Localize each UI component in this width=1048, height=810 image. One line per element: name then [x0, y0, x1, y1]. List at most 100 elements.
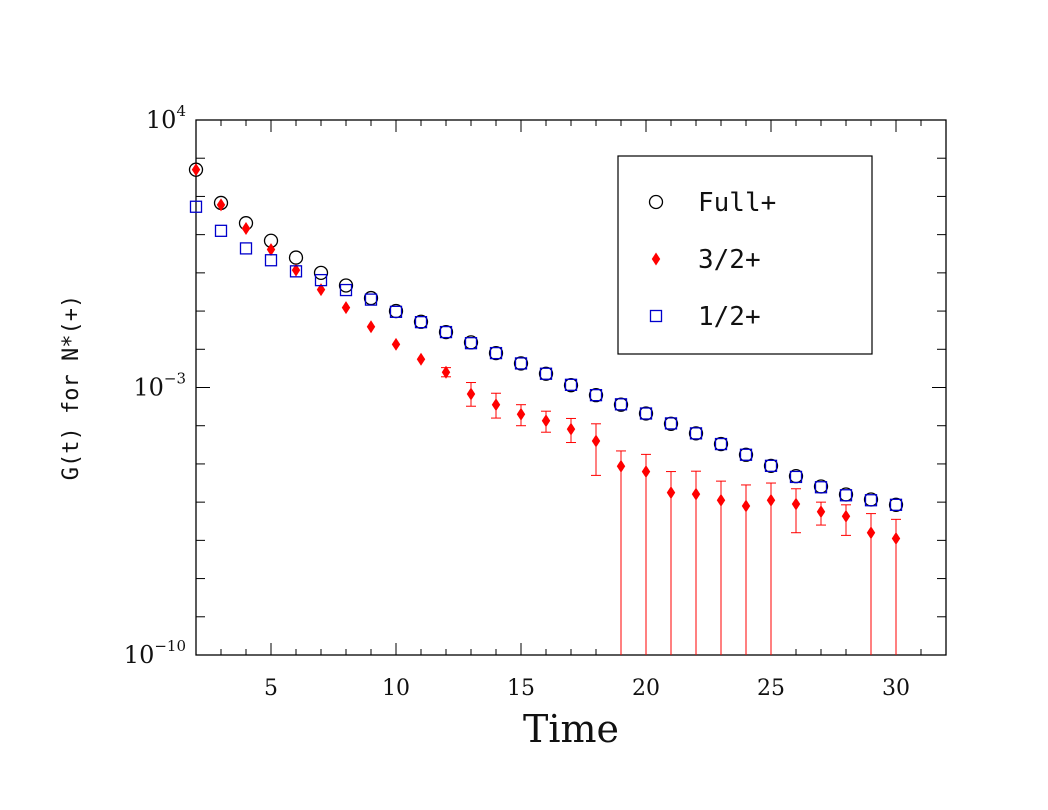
x-tick-label: 10: [382, 676, 410, 701]
y-tick-label-base: 10: [146, 106, 177, 134]
data-point: [766, 493, 776, 507]
y-tick-label-exponent: −10: [154, 637, 186, 655]
data-point: [414, 316, 428, 329]
data-point: [264, 254, 278, 267]
data-point: [764, 459, 778, 472]
data-point: [289, 265, 303, 278]
y-tick-label-exponent: 4: [176, 102, 186, 120]
data-point: [889, 498, 903, 511]
data-point: [464, 337, 478, 350]
data-point: [891, 531, 901, 545]
data-point: [888, 497, 904, 512]
data-point: [738, 447, 754, 462]
data-point: [814, 481, 828, 494]
y-axis-label: G(t) for N*(+): [59, 295, 84, 480]
data-point: [538, 366, 554, 381]
legend-entry-label: Full+: [698, 188, 776, 218]
data-point: [591, 434, 601, 448]
data-point: [466, 387, 476, 401]
data-point: [489, 346, 503, 360]
data-point: [416, 352, 426, 366]
data-point: [689, 427, 703, 440]
data-point: [439, 325, 453, 339]
data-point: [391, 337, 401, 351]
data-point: [841, 509, 851, 523]
data-point: [714, 437, 728, 451]
data-point: [589, 388, 603, 402]
data-point: [291, 263, 301, 277]
data-point: [716, 493, 726, 507]
data-point: [191, 163, 201, 177]
data-point: [666, 486, 676, 500]
data-point: [364, 293, 378, 306]
data-point: [816, 505, 826, 519]
data-point: [441, 365, 451, 379]
data-point: [639, 407, 653, 420]
x-tick-label: 30: [882, 676, 910, 701]
data-point: [241, 222, 251, 236]
data-point: [614, 398, 628, 411]
x-tick-label: 15: [507, 676, 535, 701]
data-point: [789, 470, 803, 484]
legend-entry-label: 3/2+: [698, 245, 761, 275]
data-point: [341, 301, 351, 315]
data-point: [588, 387, 604, 403]
data-point: [864, 494, 878, 507]
series-1-2-: [189, 200, 903, 511]
data-point: [339, 283, 353, 297]
data-point: [313, 265, 329, 281]
data-point: [564, 378, 578, 391]
data-point: [664, 417, 678, 430]
data-point: [239, 242, 253, 255]
y-tick-label: 10−10: [124, 637, 186, 669]
legend-entry-label: 1/2+: [698, 302, 761, 332]
data-point: [314, 273, 328, 287]
y-tick-label-base: 10: [124, 641, 155, 669]
x-tick-label: 20: [632, 676, 660, 701]
data-point: [688, 426, 704, 441]
data-point: [541, 414, 551, 428]
legend-marker: [651, 252, 661, 266]
data-point: [216, 198, 226, 212]
data-point: [763, 458, 779, 473]
y-tick-label: 104: [146, 102, 186, 134]
data-point: [189, 200, 203, 213]
data-point: [739, 448, 753, 461]
data-point: [713, 436, 729, 452]
series-3-2-: [191, 163, 901, 655]
y-tick-label: 10−3: [133, 370, 186, 402]
data-point: [338, 278, 354, 293]
data-point: [791, 497, 801, 511]
data-point: [513, 356, 529, 371]
y-tick-label-base: 10: [133, 374, 164, 402]
data-point: [866, 526, 876, 540]
data-point: [741, 499, 751, 513]
data-point: [316, 283, 326, 297]
data-point: [288, 250, 304, 265]
data-point: [488, 345, 504, 361]
data-point: [491, 398, 501, 412]
x-axis-label: Time: [523, 707, 619, 751]
data-point: [366, 320, 376, 334]
legend: Full+ 3/2+ 1/2+: [617, 155, 873, 355]
data-point: [188, 162, 204, 177]
data-point: [839, 489, 853, 502]
x-tick-label: 5: [264, 676, 278, 701]
data-point: [214, 224, 228, 237]
data-point: [438, 324, 454, 340]
data-point: [641, 465, 651, 479]
data-point: [516, 407, 526, 421]
y-tick-label-exponent: −3: [164, 370, 186, 388]
data-point: [539, 367, 553, 380]
x-tick-label: 25: [757, 676, 785, 701]
data-point: [616, 459, 626, 473]
data-point: [514, 357, 528, 370]
data-point: [638, 406, 654, 421]
data-point: [266, 243, 276, 257]
data-point: [691, 487, 701, 501]
data-series: [188, 162, 904, 655]
data-point: [566, 422, 576, 436]
data-point: [389, 305, 403, 318]
